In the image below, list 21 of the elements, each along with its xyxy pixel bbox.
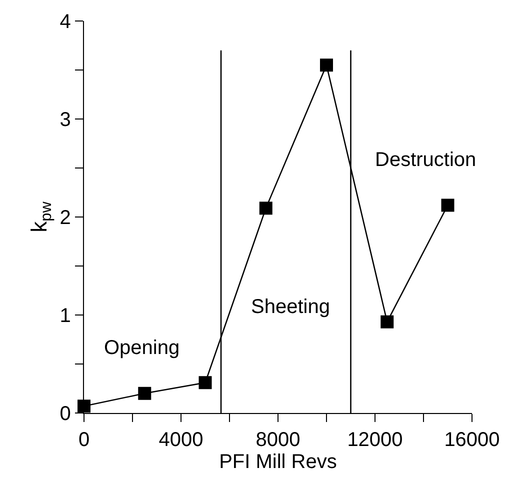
y-tick-label: 0	[60, 403, 71, 425]
point	[78, 400, 90, 413]
point	[380, 315, 394, 328]
annotation: Destruction	[375, 149, 476, 171]
x-tick-label: 8000	[256, 429, 300, 452]
x-tick-label: 16000	[444, 429, 500, 452]
point	[441, 198, 454, 212]
x-axis-title: PFI Mill Revs	[219, 451, 337, 474]
point	[198, 376, 212, 390]
point	[320, 58, 333, 72]
y-tick-label: 1	[60, 305, 71, 327]
annotation: Sheeting	[251, 296, 330, 318]
x-tick-label: 4000	[158, 429, 204, 452]
y-tick-label: 3	[60, 109, 71, 131]
x-tick-label: 12000	[347, 429, 403, 452]
y-tick-label: 2	[60, 207, 71, 229]
y-tick-label: 4	[60, 11, 71, 33]
annotation: Opening	[104, 337, 180, 359]
x-tick-label: 0	[78, 429, 90, 452]
point	[259, 202, 272, 215]
point	[138, 386, 152, 400]
